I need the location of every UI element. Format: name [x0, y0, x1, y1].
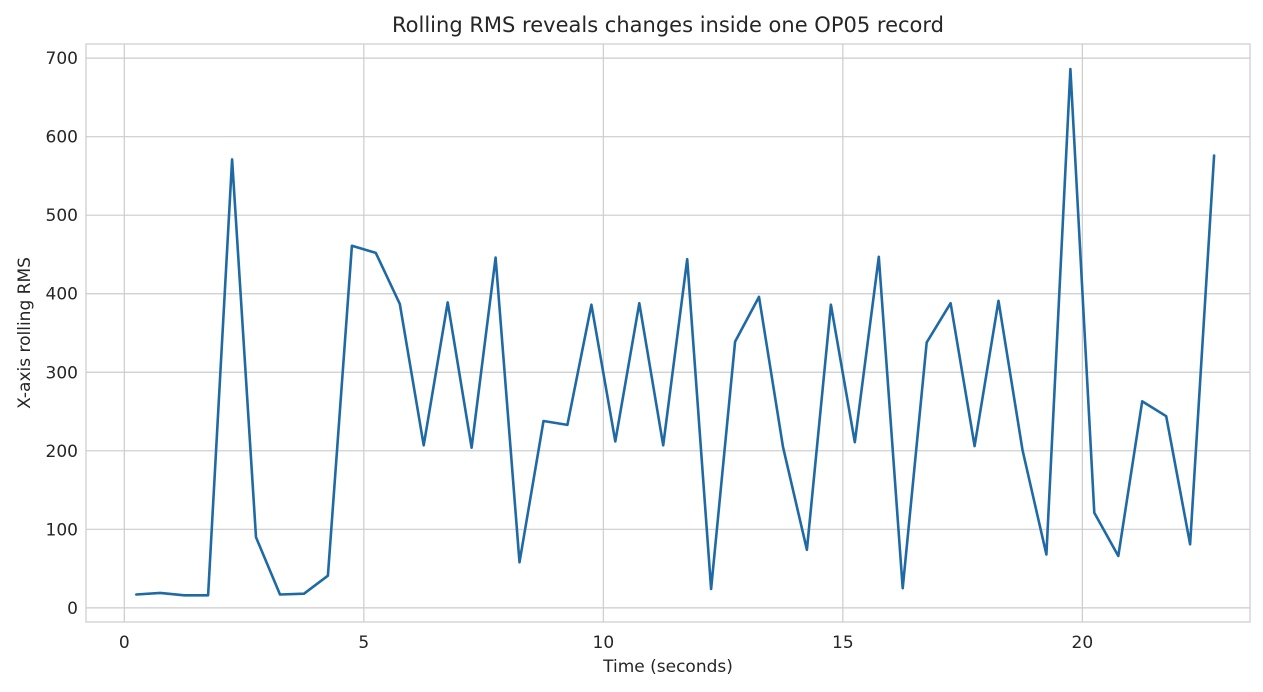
y-tick-label: 100	[46, 520, 78, 540]
x-axis-label: Time (seconds)	[602, 657, 733, 677]
y-tick-label: 500	[46, 206, 78, 226]
x-tick-label: 0	[119, 633, 130, 653]
plot-area-frame	[85, 43, 1251, 623]
x-tick-label: 15	[832, 633, 854, 653]
y-tick-label: 200	[46, 442, 78, 462]
y-axis-label: X-axis rolling RMS	[15, 257, 35, 409]
y-tick-label: 0	[67, 599, 78, 619]
y-tick-label: 400	[46, 285, 78, 305]
x-tick-label: 5	[358, 633, 369, 653]
y-tick-label: 600	[46, 128, 78, 148]
x-tick-label: 10	[593, 633, 615, 653]
x-tick-label: 20	[1072, 633, 1094, 653]
y-tick-label: 300	[46, 363, 78, 383]
grid-layer	[86, 44, 1250, 622]
rms-series-line	[135, 67, 1216, 597]
y-tick-label: 700	[46, 49, 78, 69]
chart-title: Rolling RMS reveals changes inside one O…	[392, 13, 944, 37]
series-layer	[135, 67, 1216, 597]
